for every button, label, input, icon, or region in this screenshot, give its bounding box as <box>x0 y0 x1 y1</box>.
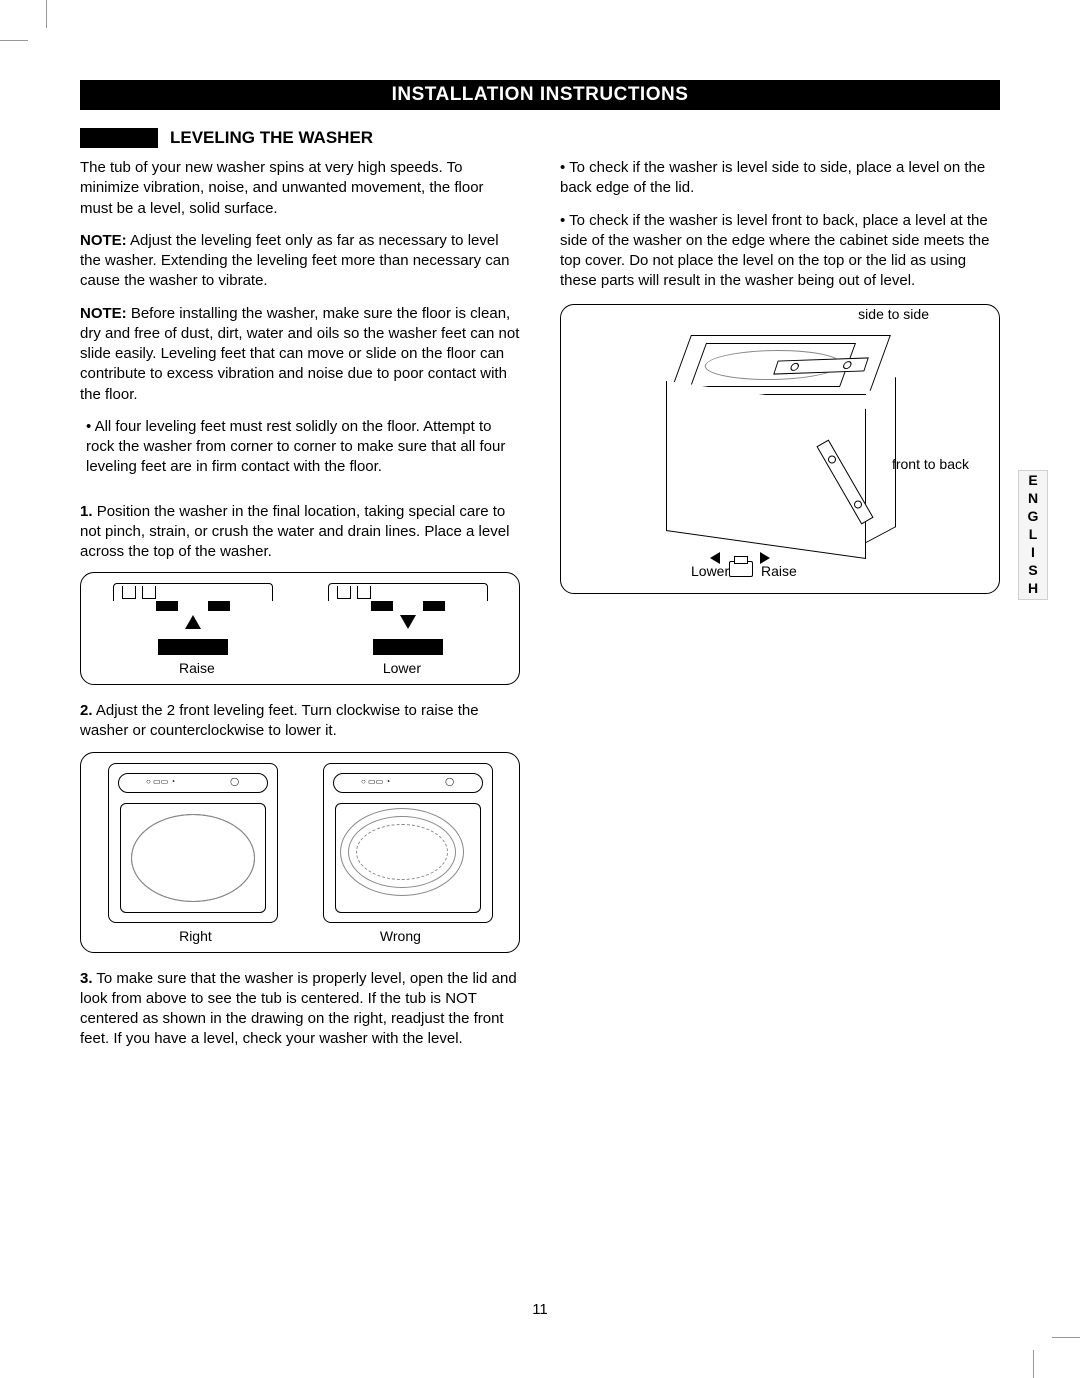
bullet-level-front: • To check if the washer is level front … <box>560 211 1000 292</box>
step-text: To make sure that the washer is properly… <box>80 970 517 1048</box>
figure-raise-lower-feet: Raise Lower <box>80 572 520 685</box>
figure-label-lower: Lower <box>383 659 421 678</box>
step-3: 3. To make sure that the washer is prope… <box>80 969 520 1050</box>
crop-mark <box>0 40 28 41</box>
note-2: NOTE: Before installing the washer, make… <box>80 304 520 405</box>
page-number: 11 <box>0 1301 1080 1318</box>
figure-tub-centering: ○ ▭▭ ◔◯ ○ ▭▭ ◔◯ Right <box>80 752 520 953</box>
label-side-to-side: side to side <box>858 305 929 324</box>
figure-label-raise: Raise <box>179 659 215 678</box>
section-heading-block <box>80 128 158 148</box>
language-tab-label: ENGLISH <box>1025 472 1041 598</box>
crop-mark <box>1033 1350 1034 1378</box>
leveling-foot-icon <box>729 561 753 577</box>
right-column: • To check if the washer is level side t… <box>560 158 1000 1058</box>
note-1: NOTE: Adjust the leveling feet only as f… <box>80 231 520 292</box>
washer-centered-diagram: ○ ▭▭ ◔◯ <box>108 763 278 923</box>
note-text: Before installing the washer, make sure … <box>80 305 519 403</box>
page-content: INSTALLATION INSTRUCTIONS ENGLISH LEVELI… <box>80 80 1000 1058</box>
foot-lower-diagram <box>328 583 488 655</box>
intro-paragraph: The tub of your new washer spins at very… <box>80 158 520 219</box>
step-text: Adjust the 2 front leveling feet. Turn c… <box>80 702 479 739</box>
crop-mark <box>46 0 47 28</box>
left-column: The tub of your new washer spins at very… <box>80 158 520 1058</box>
arrow-up-icon <box>185 615 201 629</box>
step-number: 1. <box>80 503 93 520</box>
figure-label-wrong: Wrong <box>380 927 421 946</box>
bullet-level-side: • To check if the washer is level side t… <box>560 158 1000 199</box>
page-header: INSTALLATION INSTRUCTIONS <box>80 80 1000 110</box>
level-tool-icon <box>773 357 869 374</box>
washer-offcenter-diagram: ○ ▭▭ ◔◯ <box>323 763 493 923</box>
arrow-down-icon <box>400 615 416 629</box>
label-lower: Lower <box>691 562 729 581</box>
foot-raise-diagram <box>113 583 273 655</box>
language-tab: ENGLISH <box>1018 470 1048 600</box>
figure-label-right: Right <box>179 927 212 946</box>
washer-isometric <box>660 335 900 565</box>
step-text: Position the washer in the final locatio… <box>80 503 509 561</box>
note-label: NOTE: <box>80 305 127 322</box>
section-heading: LEVELING THE WASHER <box>80 128 1000 148</box>
label-raise: Raise <box>761 562 797 581</box>
step-number: 2. <box>80 702 93 719</box>
crop-mark <box>1052 1337 1080 1338</box>
note-label: NOTE: <box>80 232 127 249</box>
section-title: LEVELING THE WASHER <box>170 128 373 148</box>
step-2: 2. Adjust the 2 front leveling feet. Tur… <box>80 701 520 742</box>
label-front-to-back: front to back <box>892 455 969 474</box>
step-1: 1. Position the washer in the final loca… <box>80 502 520 563</box>
figure-level-check: side to side front to back Lower Raise <box>560 304 1000 594</box>
note-text: Adjust the leveling feet only as far as … <box>80 232 509 290</box>
bullet-feet-solid: • All four leveling feet must rest solid… <box>86 417 520 478</box>
step-number: 3. <box>80 970 93 987</box>
